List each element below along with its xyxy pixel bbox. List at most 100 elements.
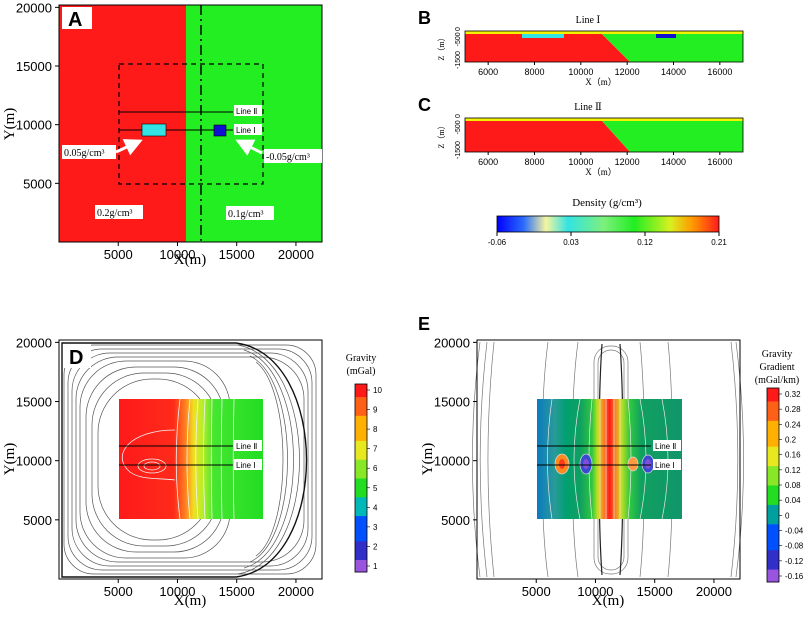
panel-d-contours [63,344,317,575]
colorbar-segment [355,396,367,404]
colorbar-segment [355,452,367,460]
contour-line [487,341,495,578]
label-region-high: 0.2g/cm³ [97,208,133,219]
colorbar-segment [355,478,367,485]
x-tick-label: 14000 [661,67,686,77]
colorbar-segment [767,472,779,480]
panel-e-line-i-label: Line Ⅰ [655,461,675,470]
colorbar-segment [767,543,779,551]
colorbar-tick-label: 9 [373,406,378,415]
colorbar-segment [355,528,367,535]
panel-e-ylabel: Y(m) [420,443,436,476]
colorbar-segment [355,459,367,466]
arrow-negative-body [235,139,263,156]
colorbar-segment [355,471,367,479]
panel-d-ticks: 5000 10000 15000 20000 5000 10000 15000 20000 [16,335,314,599]
colorbar-segment [767,536,779,544]
x-tick-label: 12000 [615,157,640,167]
colorbar-segment [767,485,779,492]
y-tick-label: 15000 [434,395,470,410]
colorbar-tick-label: 0.21 [711,238,727,247]
contour-line [249,355,288,563]
density-colorbar-ticks: -0.06 0.03 0.12 0.21 [488,232,727,247]
colorbar-segment [767,497,779,505]
y-tick-label: -500 [455,32,462,46]
y-tick-label: 10000 [16,454,52,469]
y-tick-label: -1500 [455,141,462,159]
y-tick-label: 20000 [434,335,470,350]
colorbar-tick-label: 0.16 [785,451,801,460]
colorbar-segment [767,446,779,454]
section-c-frame [464,117,744,153]
colorbar-segment [767,517,779,525]
body-negative [213,124,227,137]
panel-b-label: B [418,8,431,28]
colorbar-segment [355,402,367,410]
panel-c-ticks: 6000 8000 10000 12000 14000 16000 0 -500 -1500 [455,114,732,167]
panel-d-line-i-bg [234,459,262,470]
colorbar-segment [355,484,367,492]
anomaly-negative-low-core [645,459,651,469]
panel-e-xlabel: X(m) [592,593,625,609]
colorbar-tick-label: 0.12 [785,466,801,475]
colorbar-tick-label: 8 [373,425,378,434]
region-high-density [59,5,186,242]
x-tick-label: 20000 [696,584,732,599]
field-contour [121,429,176,481]
panel-d-frame [58,339,323,580]
colorbar-d-title-2: (mGal) [347,366,376,377]
x-tick-label: 15000 [219,584,255,599]
field-contour [232,398,235,520]
colorbar-segment [355,559,367,567]
colorbar-e-title-2: Gradient [760,362,795,373]
panel-d-line-ii-label: Line Ⅱ [236,442,257,451]
colorbar-segment [355,496,367,504]
colorbar-tick-label: -0.08 [785,542,804,551]
panel-d-outer-contour [61,342,308,578]
line-i-label: Line Ⅰ [236,126,256,135]
field-contour [195,398,199,520]
panel-d-ylabel: Y(m) [2,443,18,476]
colorbar-e-title-3: (mGal/km) [755,375,799,386]
x-tick-label: 20000 [278,584,314,599]
panel-b-ticks: 6000 8000 10000 12000 14000 16000 0-500 -1500 [455,27,732,77]
x-tick-label: 6000 [478,67,498,77]
panel-d-colorbar: Gravity (mGal) 10 9 8 7 6 5 4 3 2 1 [346,353,382,573]
colorbar-tick-label: -0.12 [785,557,804,566]
panel-a-label-bg [62,7,92,29]
panel-b-xlabel: X（m） [585,77,617,87]
colorbar-tick-label: 10 [373,386,382,395]
line-ii-label-bg [234,105,262,116]
contour-line [479,341,488,578]
colorbar-tick-label: 0.32 [785,390,801,399]
colorbar-segment [767,478,779,486]
panel-c-ylabel: Z（m） [437,121,446,148]
x-tick-label: 5000 [104,247,133,262]
colorbar-e-title-1: Gravity [762,349,793,360]
x-tick-label: 15000 [219,247,255,262]
panel-a-label: A [68,9,82,31]
field-contour [175,398,181,520]
x-tick-label: 12000 [615,67,640,77]
colorbar-segment [767,562,779,570]
contour-line [255,361,284,557]
panel-e-ticks: 5000 10000 15000 20000 5000 10000 15000 20000 [434,335,732,599]
panel-e-line-i-bg [653,459,681,470]
colorbar-segment [767,439,779,447]
colorbar-segment [767,420,779,428]
colorbar-segment [355,546,367,554]
colorbar-segment [767,504,779,512]
panel-d-xlabel: X(m) [174,593,207,609]
x-tick-label: 20000 [278,247,314,262]
colorbar-segment [767,465,779,473]
label-bg-region-a [95,205,143,219]
colorbar-tick-label: 0.2 [785,436,797,445]
region-low-density [186,5,322,242]
y-tick-label: 5000 [441,513,470,528]
colorbar-segment [767,394,779,402]
colorbar-segment [355,540,367,548]
x-tick-label: 10000 [159,247,195,262]
section-b-top-layer [465,31,743,34]
colorbar-segment [767,523,779,531]
